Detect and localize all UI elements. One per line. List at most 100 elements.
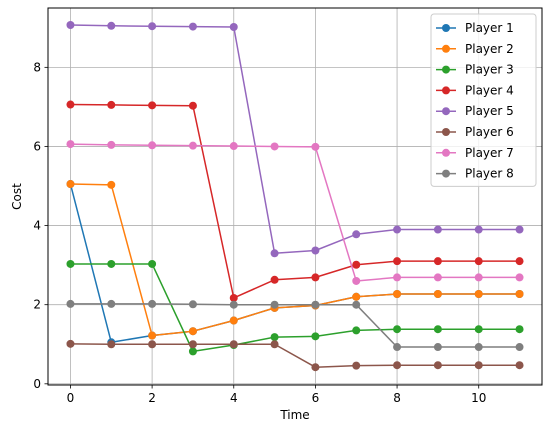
data-point-player-5 [515, 225, 524, 234]
x-tick-label: 8 [393, 391, 401, 405]
series-line-player-5 [70, 24, 520, 255]
y-tick-label: 0 [33, 377, 41, 391]
x-tick-label: 10 [471, 391, 486, 405]
legend-label: Player 2 [465, 42, 514, 56]
data-point-player-7 [107, 140, 116, 149]
legend-label: Player 3 [465, 63, 514, 77]
data-point-player-2 [107, 180, 116, 189]
data-point-player-7 [66, 140, 75, 149]
data-point-player-6 [66, 339, 75, 348]
legend-label: Player 5 [465, 104, 514, 118]
data-point-player-2 [66, 180, 75, 189]
x-axis-label: Time [279, 408, 309, 422]
y-tick-label: 8 [33, 60, 41, 74]
data-point-player-3 [107, 259, 116, 268]
legend-entry: Player 4 [436, 83, 514, 97]
data-point-player-5 [393, 225, 402, 234]
legend-label: Player 7 [465, 146, 514, 160]
data-point-player-5 [352, 230, 361, 239]
data-point-player-8 [474, 343, 483, 352]
data-point-player-7 [393, 273, 402, 282]
data-point-player-7 [352, 276, 361, 285]
ticks: 0 2 4 6 8 10 0 2 4 6 8 [33, 60, 486, 405]
data-point-player-2 [393, 290, 402, 299]
data-point-player-4 [270, 275, 279, 284]
x-tick-label: 0 [67, 391, 75, 405]
legend-entry: Player 1 [436, 21, 514, 35]
series-line-player-3 [70, 263, 520, 353]
legend-marker-swatch [442, 169, 450, 178]
data-point-player-8 [311, 300, 320, 309]
data-point-player-8 [352, 300, 361, 309]
legend-label: Player 4 [465, 83, 514, 97]
data-point-player-3 [515, 325, 524, 334]
data-point-player-5 [66, 21, 75, 30]
data-point-player-3 [393, 325, 402, 334]
data-point-player-7 [433, 273, 442, 282]
y-tick-label: 4 [33, 219, 41, 233]
legend-marker-swatch [442, 86, 450, 95]
data-point-player-4 [229, 293, 238, 302]
data-point-player-4 [66, 100, 75, 109]
data-point-player-3 [148, 259, 157, 268]
x-tick-label: 6 [312, 391, 320, 405]
legend-entry: Player 7 [436, 146, 514, 160]
data-point-player-5 [107, 21, 116, 30]
data-point-player-7 [270, 142, 279, 151]
data-point-player-8 [107, 299, 116, 308]
data-point-player-2 [188, 327, 197, 336]
legend-label: Player 6 [465, 125, 514, 139]
data-point-player-4 [393, 257, 402, 266]
y-tick-label: 2 [33, 298, 41, 312]
x-tick-label: 4 [230, 391, 238, 405]
data-point-player-6 [107, 340, 116, 349]
legend: Player 1 Player 2 Player 3 Player 4 Player 5… [430, 13, 537, 187]
series-line-player-2 [70, 183, 520, 337]
legend-entry: Player 6 [436, 125, 514, 139]
legend-marker-swatch [442, 107, 450, 116]
series-line-player-7 [70, 143, 520, 282]
data-point-player-4 [311, 273, 320, 282]
data-point-player-2 [352, 292, 361, 301]
series-player-8 [66, 299, 524, 352]
data-point-player-3 [311, 332, 320, 341]
legend-label: Player 1 [465, 21, 514, 35]
legend-marker-swatch [442, 65, 450, 74]
data-point-player-6 [474, 361, 483, 370]
data-point-player-8 [515, 343, 524, 352]
data-point-player-3 [66, 259, 75, 268]
data-point-player-6 [188, 340, 197, 349]
data-point-player-7 [188, 141, 197, 150]
series-group [66, 21, 524, 372]
data-point-player-8 [393, 343, 402, 352]
legend-label: Player 8 [465, 167, 514, 181]
data-point-player-4 [188, 101, 197, 110]
data-point-player-8 [433, 343, 442, 352]
data-point-player-6 [148, 340, 157, 349]
data-point-player-4 [433, 257, 442, 266]
series-player-7 [66, 140, 524, 285]
data-point-player-3 [270, 333, 279, 342]
y-tick-label: 6 [33, 139, 41, 153]
data-point-player-7 [474, 273, 483, 282]
series-line-player-6 [70, 343, 520, 368]
data-point-player-8 [188, 300, 197, 309]
data-point-player-8 [229, 300, 238, 309]
data-point-player-2 [229, 316, 238, 325]
series-line-player-8 [70, 303, 520, 348]
data-point-player-4 [107, 100, 116, 109]
legend-marker-swatch [442, 148, 450, 157]
data-point-player-7 [311, 142, 320, 151]
x-tick-label: 2 [148, 391, 156, 405]
data-point-player-5 [311, 246, 320, 255]
data-point-player-3 [474, 325, 483, 334]
data-point-player-4 [515, 257, 524, 266]
data-point-player-4 [474, 257, 483, 266]
data-point-player-6 [352, 361, 361, 370]
data-point-player-6 [229, 340, 238, 349]
data-point-player-2 [515, 290, 524, 299]
legend-box [430, 13, 537, 187]
legend-entry: Player 5 [436, 104, 514, 118]
series-player-2 [66, 180, 524, 340]
legend-entry: Player 2 [436, 42, 514, 56]
